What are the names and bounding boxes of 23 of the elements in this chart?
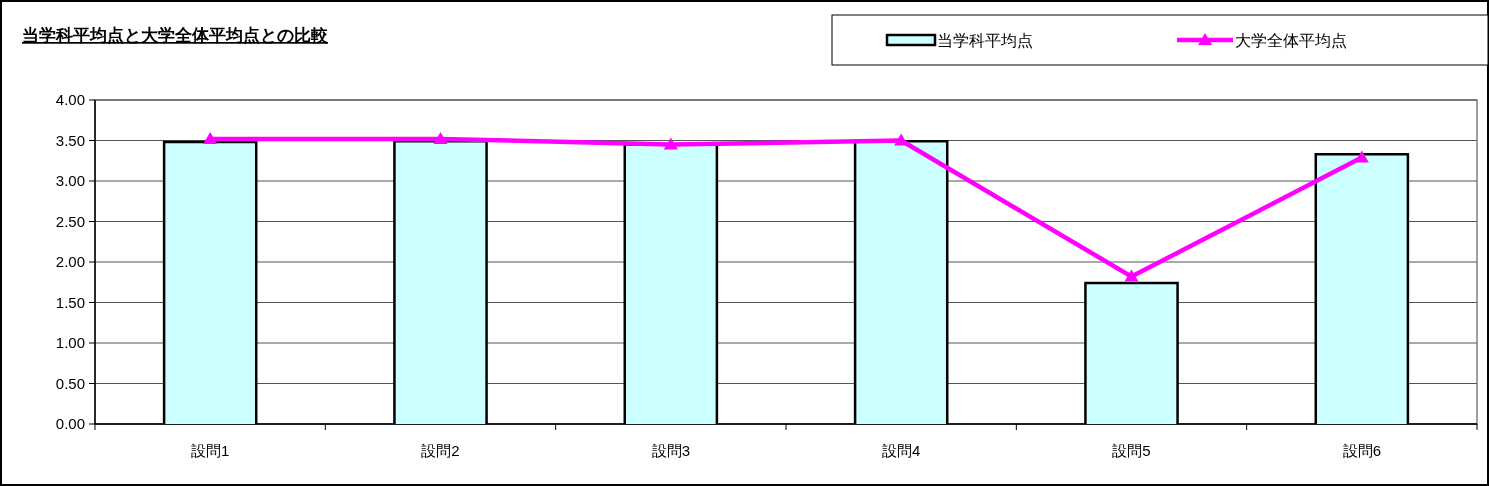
- point: [1124, 269, 1139, 282]
- y-tick-label: 3.00: [55, 172, 85, 189]
- x-tick-label: 設問1: [190, 442, 230, 459]
- y-tick-label: 2.50: [55, 212, 85, 230]
- chart-title: 当学科平均点と大学全体平均点との比較: [22, 26, 329, 45]
- y-tick-label: 1.00: [55, 334, 85, 351]
- y-tick-label: 2.00: [55, 253, 85, 270]
- y-tick-label: 4.00: [55, 91, 85, 108]
- legend-label: 当学科平均点: [937, 32, 1033, 49]
- x-tick-label: 設問3: [651, 442, 691, 459]
- point: [203, 131, 218, 144]
- x-tick-label: 設問5: [1112, 442, 1151, 459]
- x-tick-label: 設問2: [421, 442, 460, 459]
- point: [1354, 150, 1369, 163]
- x-tick-label: 設問4: [881, 442, 921, 459]
- y-tick-label: 1.50: [55, 293, 85, 311]
- y-tick-label: 0.50: [55, 374, 85, 392]
- y-tick-label: 0.00: [55, 415, 85, 432]
- point: [663, 137, 678, 150]
- point: [433, 131, 448, 144]
- x-tick-label: 設問6: [1342, 442, 1382, 459]
- legend-label: 大学全体平均点: [1235, 32, 1347, 49]
- y-tick-label: 3.50: [55, 131, 85, 149]
